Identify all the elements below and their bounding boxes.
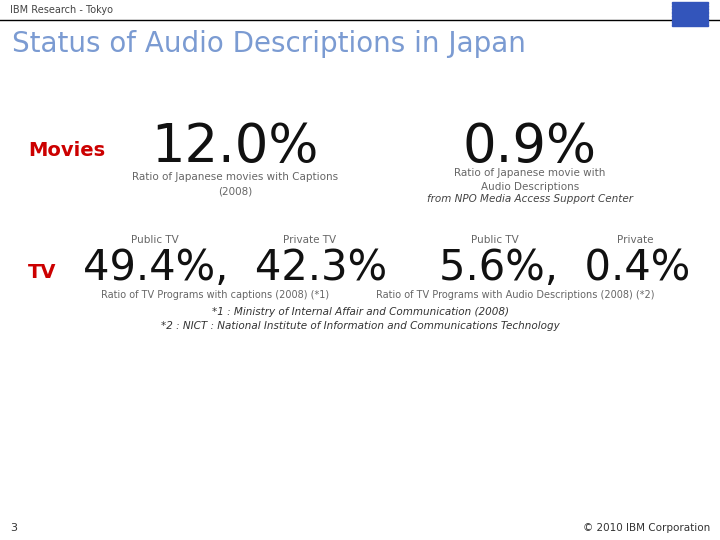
Text: 5.6%,  0.4%: 5.6%, 0.4% [439,247,690,289]
Text: 3: 3 [10,523,17,533]
Bar [672,8,708,10]
Text: 0.9%: 0.9% [463,121,597,173]
Text: Movies: Movies [28,140,105,159]
Bar [672,2,708,4]
Text: Public TV: Public TV [131,235,179,245]
Bar [672,11,708,14]
Text: Ratio of TV Programs with Audio Descriptions (2008) (*2): Ratio of TV Programs with Audio Descript… [376,290,654,300]
Bar [672,21,708,23]
Text: Ratio of Japanese movies with Captions
(2008): Ratio of Japanese movies with Captions (… [132,172,338,196]
Text: from NPO Media Access Support Center: from NPO Media Access Support Center [427,194,633,204]
Text: Public TV: Public TV [471,235,519,245]
Text: TV: TV [28,262,56,281]
Text: Ratio of Japanese movie with
Audio Descriptions: Ratio of Japanese movie with Audio Descr… [454,168,606,192]
Text: Private: Private [617,235,653,245]
Text: *2 : NICT : National Institute of Information and Communications Technology: *2 : NICT : National Institute of Inform… [161,321,559,331]
Bar [672,24,708,26]
Bar [672,18,708,20]
Bar [672,15,708,17]
Text: 49.4%,  42.3%: 49.4%, 42.3% [83,247,387,289]
Bar [672,5,708,7]
Text: 12.0%: 12.0% [151,121,319,173]
Text: Private TV: Private TV [284,235,336,245]
Text: IBM Research - Tokyo: IBM Research - Tokyo [10,5,113,15]
Text: *1 : Ministry of Internal Affair and Communication (2008): *1 : Ministry of Internal Affair and Com… [212,307,508,317]
Text: Ratio of TV Programs with captions (2008) (*1): Ratio of TV Programs with captions (2008… [101,290,329,300]
Text: © 2010 IBM Corporation: © 2010 IBM Corporation [582,523,710,533]
Text: Status of Audio Descriptions in Japan: Status of Audio Descriptions in Japan [12,30,526,58]
